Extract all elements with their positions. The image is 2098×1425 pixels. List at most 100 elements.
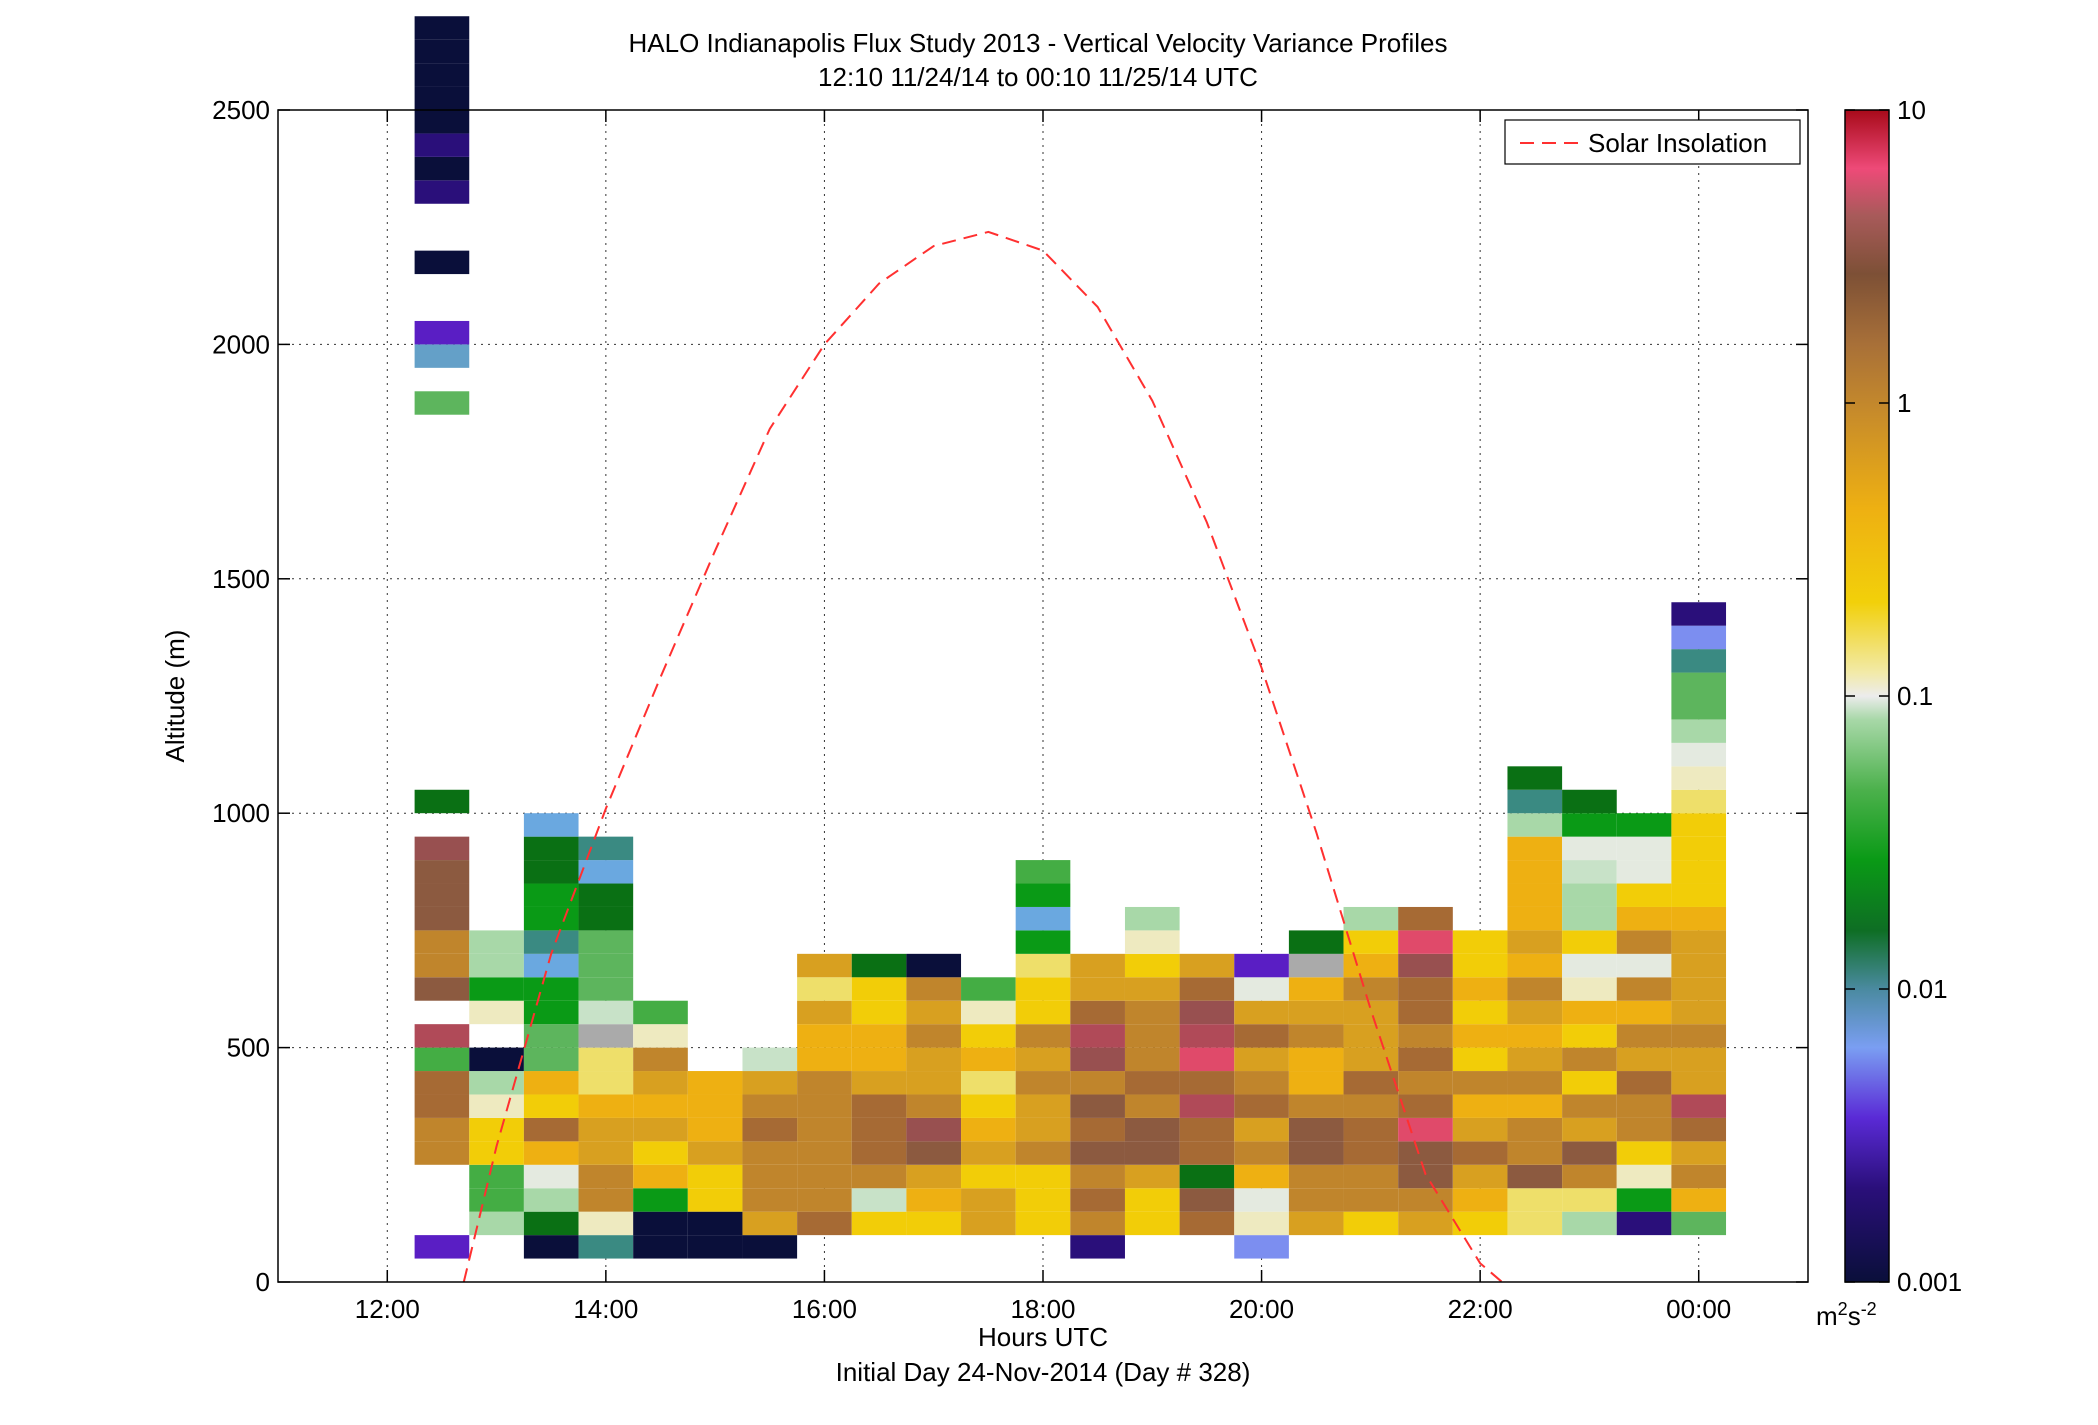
heatmap-cell — [1288, 1047, 1344, 1072]
heatmap-cell — [1343, 930, 1399, 954]
heatmap-cell — [1507, 836, 1563, 861]
heatmap-cell — [797, 953, 852, 978]
heatmap-cell — [1234, 1000, 1289, 1025]
heatmap-cell — [1234, 977, 1289, 1001]
x-tick-label: 00:00 — [1666, 1294, 1731, 1324]
colorbar-unit: m2s-2 — [1816, 1299, 1877, 1331]
heatmap-cell — [1343, 1024, 1399, 1048]
heatmap-cell — [578, 1047, 634, 1072]
heatmap-cell — [1507, 1188, 1563, 1212]
heatmap-cell — [1015, 1211, 1071, 1236]
heatmap-cell — [1616, 1094, 1672, 1118]
colorbar-ticks: 0.001 0.01 0.1 1 10 — [1845, 95, 1962, 1297]
heatmap-cell — [1124, 1071, 1180, 1095]
heatmap-cell — [687, 1094, 743, 1118]
heatmap-cell — [414, 1024, 470, 1048]
heatmap-cell — [1507, 1047, 1563, 1072]
x-tick-label: 22:00 — [1448, 1294, 1513, 1324]
heatmap-cell — [469, 1071, 524, 1095]
heatmap-cell — [1562, 1117, 1617, 1142]
heatmap-cell — [742, 1071, 798, 1095]
heatmap-cell — [414, 16, 470, 40]
heatmap-cell — [1562, 836, 1617, 861]
heatmap-cell — [1070, 953, 1125, 978]
heatmap-cell — [1124, 1141, 1180, 1165]
heatmap-cell — [1398, 1000, 1453, 1025]
heatmap-cell — [578, 860, 634, 884]
heatmap-cell — [1507, 930, 1563, 954]
heatmap-cell — [1562, 1094, 1617, 1118]
heatmap-cell — [1179, 1024, 1235, 1048]
colorbar-tick-label: 10 — [1897, 95, 1926, 125]
x-tick-label: 20:00 — [1229, 1294, 1294, 1324]
heatmap-cell — [1671, 1047, 1727, 1072]
heatmap-cell — [414, 156, 470, 181]
heatmap-cell — [1507, 860, 1563, 884]
heatmap-cell — [1671, 672, 1727, 696]
heatmap-cell — [1070, 1094, 1125, 1118]
heatmap-cell — [1562, 1000, 1617, 1025]
heatmap-cell — [1452, 1141, 1508, 1165]
heatmap-cell — [523, 813, 579, 837]
heatmap-cell — [1179, 977, 1235, 1001]
solar-insolation-line — [462, 230, 1503, 1283]
heatmap-cell — [687, 1211, 743, 1236]
heatmap-cell — [851, 1188, 907, 1212]
axes: 12:00 14:00 16:00 18:00 20:00 22:00 00:00 0 500 1… — [212, 95, 1808, 1324]
heatmap-cell — [1288, 1188, 1344, 1212]
heatmap-cell — [1015, 930, 1071, 954]
heatmap-cell — [1234, 1047, 1289, 1072]
heatmap-cell — [1179, 1000, 1235, 1025]
heatmap-cell — [1562, 1047, 1617, 1072]
chart-subtitle: 12:10 11/24/14 to 00:10 11/25/14 UTC — [818, 62, 1258, 92]
heatmap-cell — [414, 1141, 470, 1165]
heatmap-cell — [1288, 977, 1344, 1001]
heatmap-cell — [1507, 953, 1563, 978]
heatmap-cell — [1015, 883, 1071, 907]
heatmap-cell — [1671, 906, 1727, 931]
heatmap-cell — [1562, 789, 1617, 814]
heatmap-cell — [1671, 696, 1727, 720]
heatmap-cell — [1288, 1000, 1344, 1025]
heatmap-cell — [1671, 860, 1727, 884]
y-tick-label: 0 — [256, 1267, 270, 1297]
heatmap-cell — [523, 953, 579, 978]
heatmap-cell — [1124, 1094, 1180, 1118]
heatmap-cell — [414, 344, 470, 368]
heatmap-cell — [1179, 1141, 1235, 1165]
heatmap-cell — [742, 1141, 798, 1165]
heatmap-cell — [469, 1117, 524, 1142]
heatmap-cell — [578, 977, 634, 1001]
heatmap-cell — [469, 1211, 524, 1236]
heatmap-cell — [1288, 930, 1344, 954]
heatmap-cell — [1343, 1071, 1399, 1095]
heatmap-cell — [1124, 1188, 1180, 1212]
heatmap-cell — [851, 953, 907, 978]
heatmap-cell — [851, 977, 907, 1001]
heatmap-cell — [1452, 977, 1508, 1001]
heatmap-cell — [414, 1071, 470, 1095]
heatmap-cell — [797, 1047, 852, 1072]
x-tick-label: 12:00 — [355, 1294, 420, 1324]
heatmap-cell — [797, 977, 852, 1001]
heatmap-cell — [1070, 1235, 1125, 1259]
heatmap-cell — [1234, 1141, 1289, 1165]
heatmap-cell — [1671, 625, 1727, 650]
heatmap-cell — [1562, 930, 1617, 954]
heatmap-cell — [1452, 1047, 1508, 1072]
heatmap-cell — [523, 1188, 579, 1212]
heatmap-cell — [1234, 953, 1289, 978]
heatmap-cell — [523, 1024, 579, 1048]
heatmap-cell — [1507, 977, 1563, 1001]
heatmap-cell — [1671, 766, 1727, 790]
heatmap-cell — [1398, 1047, 1453, 1072]
legend-label-solar-insolation: Solar Insolation — [1588, 128, 1767, 158]
heatmap-cell — [1398, 1188, 1453, 1212]
heatmap-cell — [469, 930, 524, 954]
heatmap-cell — [1507, 906, 1563, 931]
heatmap-cell — [1070, 1141, 1125, 1165]
heatmap-cell — [1452, 1117, 1508, 1142]
heatmap-cell — [1616, 953, 1672, 978]
heatmap-cell — [1562, 1164, 1617, 1189]
heatmap-cell — [851, 1164, 907, 1189]
